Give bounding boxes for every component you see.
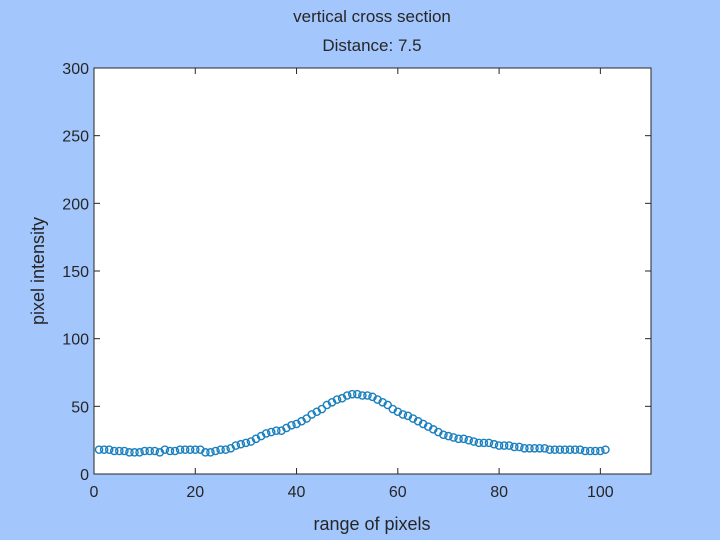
y-tick-label: 100 xyxy=(62,332,89,349)
data-point xyxy=(332,395,342,404)
data-point xyxy=(469,437,479,446)
data-point xyxy=(596,446,605,456)
data-point xyxy=(115,446,124,456)
data-point xyxy=(353,389,362,399)
data-point xyxy=(99,445,109,454)
data-point xyxy=(236,439,246,449)
data-point xyxy=(170,446,180,456)
y-tick-label: 0 xyxy=(80,467,89,484)
data-point xyxy=(130,448,139,457)
data-point xyxy=(449,433,458,442)
data-point xyxy=(358,391,367,400)
data-point xyxy=(271,426,281,435)
x-tick-label: 80 xyxy=(490,484,508,501)
data-point xyxy=(241,438,251,448)
data-point xyxy=(591,446,600,456)
y-tick-label: 150 xyxy=(62,264,89,281)
data-point xyxy=(585,446,595,456)
tick-labels: 0 20 40 60 80 100 0 50 100 150 200 250 300 xyxy=(62,61,614,501)
data-point xyxy=(479,438,489,448)
data-point xyxy=(464,435,474,445)
data-point xyxy=(444,431,453,441)
data-point xyxy=(560,445,570,454)
y-tick-label: 50 xyxy=(71,399,89,416)
data-point xyxy=(398,410,408,419)
data-point xyxy=(555,445,565,454)
data-point xyxy=(550,445,560,454)
data-point xyxy=(459,434,468,444)
data-point xyxy=(540,443,549,453)
data-point xyxy=(231,441,241,450)
data-point xyxy=(145,446,154,456)
data-point xyxy=(140,446,149,456)
data-point xyxy=(520,443,529,453)
data-point xyxy=(104,445,114,454)
data-point xyxy=(165,446,175,456)
x-tick-label: 0 xyxy=(90,484,99,501)
data-point xyxy=(575,445,585,454)
data-point xyxy=(530,443,539,453)
data-point xyxy=(180,445,190,454)
data-point xyxy=(221,445,230,454)
chart-subtitle: Distance: 7.5 xyxy=(322,36,421,55)
data-point xyxy=(509,442,519,452)
data-point xyxy=(601,445,610,454)
data-point xyxy=(216,445,225,454)
plot-area xyxy=(94,68,651,474)
data-point xyxy=(525,443,534,453)
data-point xyxy=(261,429,271,438)
data-point xyxy=(535,443,544,453)
y-tick-label: 200 xyxy=(62,196,89,213)
data-point xyxy=(474,438,484,448)
x-axis-label: range of pixels xyxy=(313,514,430,534)
data-point xyxy=(160,445,170,454)
data-point xyxy=(363,391,372,400)
data-point xyxy=(489,439,499,449)
data-point xyxy=(580,446,590,456)
data-point xyxy=(494,441,504,450)
data-point xyxy=(109,446,119,456)
data-point xyxy=(190,445,200,454)
x-tick-label: 60 xyxy=(389,484,407,501)
data-point xyxy=(150,446,160,456)
data-point xyxy=(347,389,357,399)
x-tick-label: 20 xyxy=(186,484,204,501)
data-point xyxy=(499,441,509,450)
data-point xyxy=(135,448,144,457)
data-point xyxy=(175,445,185,454)
data-point xyxy=(125,448,134,457)
data-point xyxy=(94,445,104,454)
data-point xyxy=(302,414,311,423)
data-point xyxy=(185,445,195,454)
data-point xyxy=(484,438,494,448)
chart-title: vertical cross section xyxy=(293,7,451,26)
data-point xyxy=(342,391,352,400)
data-point xyxy=(570,445,580,454)
y-tick-label: 250 xyxy=(62,129,89,146)
data-point xyxy=(287,420,296,430)
plot-frame xyxy=(93,67,652,475)
data-series xyxy=(94,389,610,457)
data-point xyxy=(120,446,129,456)
data-point xyxy=(515,442,524,452)
data-point xyxy=(201,448,210,457)
data-point xyxy=(454,434,463,444)
data-point xyxy=(545,445,555,454)
x-tick-label: 40 xyxy=(288,484,306,501)
data-point xyxy=(211,446,220,456)
data-point xyxy=(439,430,448,440)
y-tick-label: 300 xyxy=(62,61,89,78)
data-point xyxy=(266,427,276,437)
data-point xyxy=(565,445,575,454)
data-point xyxy=(206,448,215,457)
x-tick-label: 100 xyxy=(587,484,614,501)
data-point xyxy=(317,404,327,414)
data-point xyxy=(504,441,514,450)
data-point xyxy=(383,400,392,410)
y-axis-label: pixel intensity xyxy=(28,217,48,325)
